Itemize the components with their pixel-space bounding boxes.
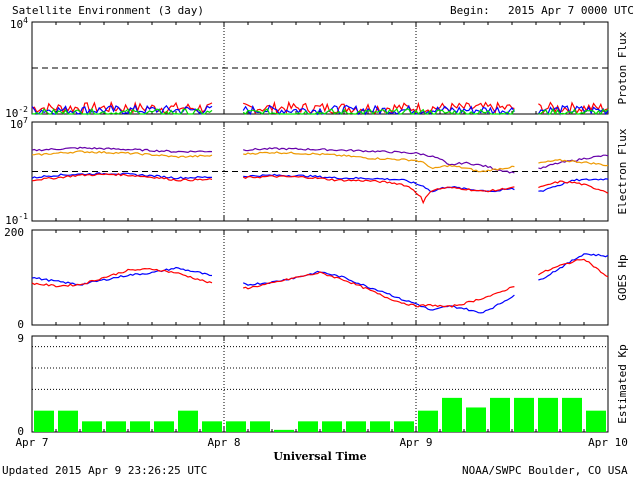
red-series-line xyxy=(31,172,609,205)
kp-bar xyxy=(394,421,414,432)
y-tick-label: 200 xyxy=(4,226,24,239)
y-tick-label: 0 xyxy=(17,318,24,331)
x-tick-label: Apr 8 xyxy=(207,436,240,449)
goes-hp-panel: 200 0 GOES Hp xyxy=(4,226,629,331)
kp-bar xyxy=(538,397,558,432)
x-tick-label: Apr 7 xyxy=(15,436,48,449)
y-tick-label: 9 xyxy=(17,332,24,345)
kp-bar xyxy=(58,410,78,432)
kp-bar xyxy=(370,421,390,432)
kp-bar xyxy=(562,397,582,432)
kp-bar xyxy=(490,397,510,432)
panel-frame xyxy=(31,121,609,222)
y-tick-label: 10-1 xyxy=(5,212,28,227)
blue-series-line xyxy=(31,253,609,314)
estimated-kp-panel: 9 0 Estimated Kp xyxy=(17,332,629,438)
y-axis-label: Estimated Kp xyxy=(616,344,629,423)
kp-bar xyxy=(106,421,126,432)
red-series-line xyxy=(31,100,609,115)
begin-value: 2015 Apr 7 0000 UTC xyxy=(508,4,634,17)
chart-title: Satellite Environment (3 day) xyxy=(12,4,204,17)
kp-bar xyxy=(298,421,318,432)
y-tick-label: 104 xyxy=(10,16,28,31)
y-axis-label: Proton Flux xyxy=(616,31,629,104)
green-series-line xyxy=(31,107,609,116)
kp-bar xyxy=(418,410,438,432)
y-tick-label: 0 xyxy=(17,425,24,438)
kp-bar xyxy=(322,421,342,432)
electron-flux-panel: 107 10-1 Electron Flux xyxy=(5,116,629,227)
panel-frame xyxy=(31,21,609,115)
red-series-line xyxy=(31,258,609,308)
x-axis-tick-labels: Apr 7 Apr 8 Apr 9 Apr 10 xyxy=(15,436,627,449)
kp-bar xyxy=(82,421,102,432)
y-axis-label: Electron Flux xyxy=(616,128,629,214)
kp-bar xyxy=(202,421,222,432)
kp-bar xyxy=(586,410,606,432)
x-axis-label: Universal Time xyxy=(273,450,366,463)
kp-bar xyxy=(226,421,246,432)
blue-series-line xyxy=(31,172,609,193)
x-tick-label: Apr 10 xyxy=(588,436,628,449)
kp-bar xyxy=(130,421,150,432)
kp-bar xyxy=(442,397,462,432)
begin-label: Begin: xyxy=(450,4,490,17)
x-tick-label: Apr 9 xyxy=(399,436,432,449)
kp-bar xyxy=(250,421,270,432)
kp-bar xyxy=(514,397,534,432)
kp-bar xyxy=(154,421,174,432)
purple-series-line xyxy=(31,146,609,174)
kp-bar xyxy=(466,407,486,432)
updated-timestamp: Updated 2015 Apr 9 23:26:25 UTC xyxy=(2,464,207,477)
y-axis-label: GOES Hp xyxy=(616,254,629,300)
kp-bar xyxy=(34,410,54,432)
kp-bar xyxy=(346,421,366,432)
credit-text: NOAA/SWPC Boulder, CO USA xyxy=(462,464,628,477)
kp-bar xyxy=(178,410,198,432)
y-tick-label: 107 xyxy=(10,116,28,131)
kp-bar xyxy=(274,429,294,432)
y-tick-label: 10-2 xyxy=(5,105,28,120)
orange-series-line xyxy=(31,150,609,173)
proton-flux-panel: 104 10-2 Proton Flux xyxy=(5,16,629,120)
